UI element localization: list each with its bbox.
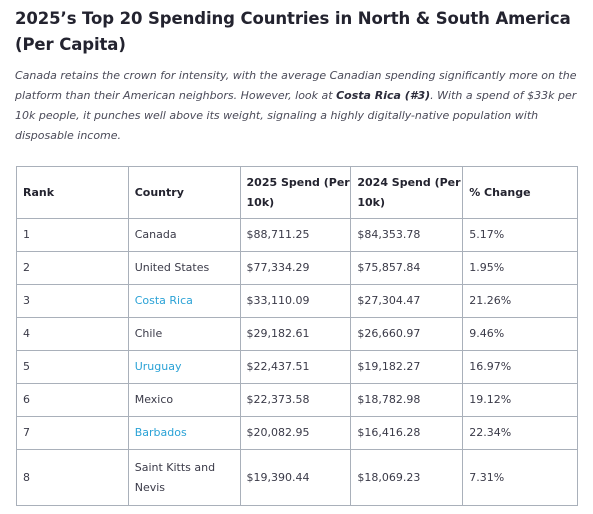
table-row: 3 Costa Rica $33,110.09 $27,304.47 21.26…	[16, 284, 578, 318]
country-cell: Canada	[127, 218, 241, 252]
rank-cell: 2	[16, 251, 129, 285]
spend-2025-cell: $20,082.95	[239, 416, 352, 450]
table-row: 4 Chile $29,182.61 $26,660.97 9.46%	[16, 317, 578, 351]
intro-text-end: . With a spend of $33k per 10k people, i…	[15, 89, 577, 142]
rank-cell: 5	[16, 350, 129, 384]
header-spend-2024: 2024 Spend (Per 10k)	[350, 166, 464, 219]
country-cell: United States	[127, 251, 241, 285]
table-row: 8 Saint Kitts and Nevis $19,390.44 $18,0…	[16, 449, 578, 506]
rank-cell: 7	[16, 416, 129, 450]
spend-2025-cell: $22,437.51	[239, 350, 352, 384]
spend-2024-cell: $19,182.27	[350, 350, 464, 384]
page-title: 2025’s Top 20 Spending Countries in Nort…	[15, 9, 571, 54]
spend-2024-cell: $18,069.23	[350, 449, 464, 506]
country-link-barbados[interactable]: Barbados	[127, 416, 241, 450]
rank-cell: 1	[16, 218, 129, 252]
spend-2025-cell: $33,110.09	[239, 284, 352, 318]
header-change: % Change	[462, 166, 578, 219]
spend-2025-cell: $29,182.61	[239, 317, 352, 351]
rank-cell: 4	[16, 317, 129, 351]
country-cell: Mexico	[127, 383, 241, 417]
rank-cell: 6	[16, 383, 129, 417]
spend-2024-cell: $84,353.78	[350, 218, 464, 252]
intro-highlight: Costa Rica (#3)	[336, 89, 431, 102]
table-row: 1 Canada $88,711.25 $84,353.78 5.17%	[16, 218, 578, 252]
country-link-uruguay[interactable]: Uruguay	[127, 350, 241, 384]
change-cell: 7.31%	[462, 449, 578, 506]
change-cell: 16.97%	[462, 350, 578, 384]
spend-2024-cell: $26,660.97	[350, 317, 464, 351]
rank-cell: 3	[16, 284, 129, 318]
intro-text-start: Canada retains the crown for intensity, …	[15, 69, 577, 102]
change-cell: 1.95%	[462, 251, 578, 285]
intro-paragraph: Canada retains the crown for intensity, …	[15, 66, 580, 146]
change-cell: 22.34%	[462, 416, 578, 450]
spend-2024-cell: $16,416.28	[350, 416, 464, 450]
spend-2025-cell: $77,334.29	[239, 251, 352, 285]
spend-2024-cell: $75,857.84	[350, 251, 464, 285]
change-cell: 9.46%	[462, 317, 578, 351]
spend-2024-cell: $27,304.47	[350, 284, 464, 318]
change-cell: 5.17%	[462, 218, 578, 252]
table-row: 5 Uruguay $22,437.51 $19,182.27 16.97%	[16, 350, 578, 384]
spending-table: Rank Country 2025 Spend (Per 10k) 2024 S…	[16, 166, 578, 506]
header-country: Country	[127, 166, 241, 219]
table-header-row: Rank Country 2025 Spend (Per 10k) 2024 S…	[16, 166, 578, 219]
table-row: 2 United States $77,334.29 $75,857.84 1.…	[16, 251, 578, 285]
header-spend-2025: 2025 Spend (Per 10k)	[239, 166, 352, 219]
country-cell: Chile	[127, 317, 241, 351]
table-row: 7 Barbados $20,082.95 $16,416.28 22.34%	[16, 416, 578, 450]
change-cell: 21.26%	[462, 284, 578, 318]
spend-2024-cell: $18,782.98	[350, 383, 464, 417]
country-link-costa-rica[interactable]: Costa Rica	[127, 284, 241, 318]
change-cell: 19.12%	[462, 383, 578, 417]
rank-cell: 8	[16, 449, 129, 506]
spend-2025-cell: $19,390.44	[239, 449, 352, 506]
spend-2025-cell: $88,711.25	[239, 218, 352, 252]
country-cell: Saint Kitts and Nevis	[127, 449, 241, 506]
header-rank: Rank	[16, 166, 129, 219]
spend-2025-cell: $22,373.58	[239, 383, 352, 417]
table-row: 6 Mexico $22,373.58 $18,782.98 19.12%	[16, 383, 578, 417]
